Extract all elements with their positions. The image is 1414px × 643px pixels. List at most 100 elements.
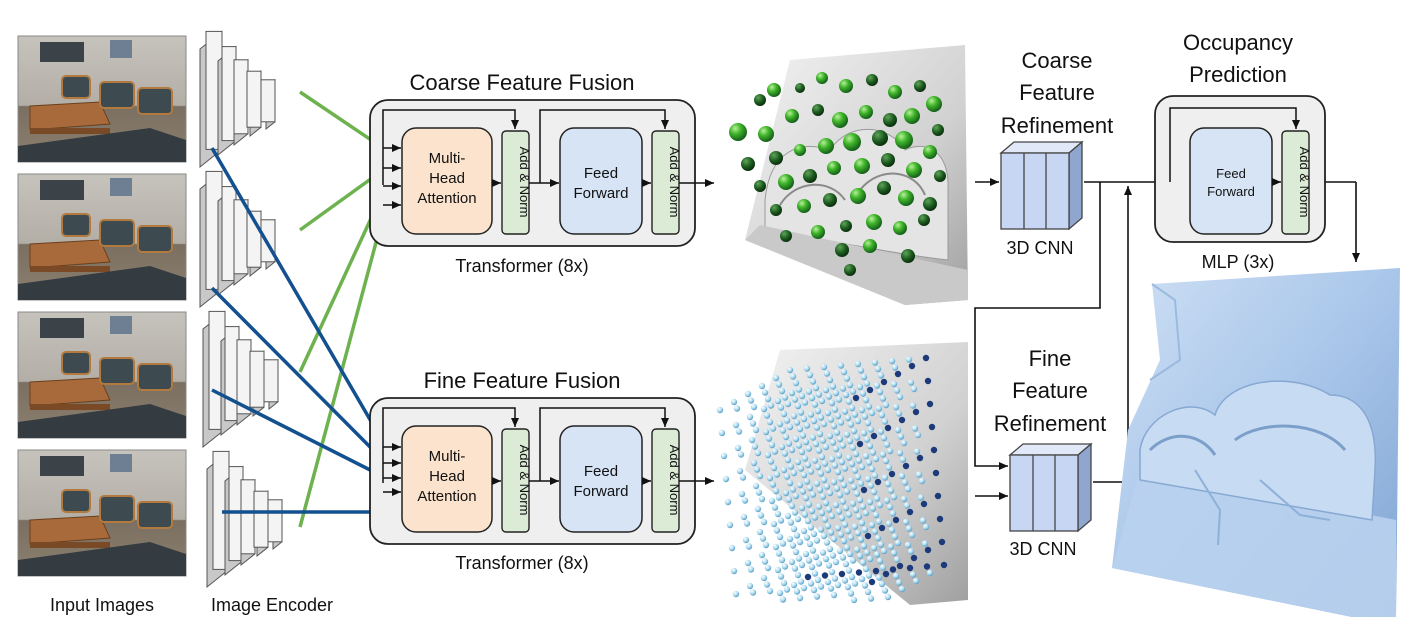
- fine-voxel-point: [787, 519, 795, 526]
- fine-voxel-point: [831, 406, 839, 413]
- coarse-voxel-point: [883, 113, 897, 127]
- fine-voxel-point: [886, 503, 894, 511]
- fine-voxel-point: [785, 496, 793, 503]
- fine-voxel-point: [798, 392, 806, 400]
- coarse-voxel-point: [816, 72, 828, 84]
- fine-voxel-point: [835, 396, 843, 403]
- fine-voxel-point: [809, 547, 817, 554]
- fine-voxel-point: [792, 492, 800, 500]
- fine-voxel-point: [824, 466, 832, 474]
- fine-voxel-point: [786, 535, 794, 543]
- fine-voxel-point: [873, 382, 881, 389]
- image-encoder-icon: [199, 170, 276, 309]
- fine-voxel-point: [857, 367, 865, 374]
- fine-voxel-point: [847, 477, 855, 484]
- fine-voxel-point: [762, 428, 770, 436]
- fine-voxel-point: [835, 452, 843, 459]
- fine-voxel-point: [872, 567, 880, 575]
- fine-voxel-point: [813, 424, 821, 431]
- fine-voxel-point: [764, 564, 772, 572]
- coarse-transformer-label: Transformer (8x): [455, 256, 588, 276]
- fine-voxel-point: [812, 384, 820, 392]
- fine-voxel-point: [863, 380, 871, 387]
- fine-voxel-point: [880, 547, 888, 555]
- fine-voxel-point: [821, 516, 829, 523]
- fine-voxel-point: [880, 434, 888, 442]
- fine-voxel-point: [720, 452, 728, 460]
- fine-voxel-point: [840, 537, 848, 545]
- fine-voxel-point: [750, 403, 758, 411]
- fine-voxel-point: [815, 447, 823, 454]
- fine-voxel-point: [875, 518, 883, 525]
- reconstructed-mesh: [1112, 268, 1400, 617]
- coarse-voxel-point: [866, 214, 882, 230]
- fine-voxel-point: [772, 543, 780, 551]
- coarse-voxel-point: [794, 144, 806, 156]
- image-encoder-icon: [199, 30, 276, 169]
- fine-voxel-point: [884, 593, 892, 601]
- fine-voxel-point: [892, 572, 900, 580]
- fine-voxel-point: [817, 470, 825, 477]
- fine-voxel-point: [912, 408, 920, 416]
- fine-voxel-point: [870, 544, 878, 552]
- mha-label: Multi-: [429, 448, 466, 465]
- fine-voxel-point: [807, 411, 815, 418]
- fine-voxel-point: [839, 554, 847, 561]
- fine-voxel-point: [816, 486, 824, 494]
- fine-voxel-point: [796, 538, 804, 546]
- fine-voxel-point: [792, 435, 800, 443]
- fine-voxel-point: [780, 466, 788, 474]
- coarse-voxel-point: [926, 96, 942, 112]
- fine-voxel-point: [890, 380, 898, 388]
- fine-voxel-point: [835, 508, 843, 515]
- fine-voxel-point: [880, 378, 888, 386]
- fine-voxel-point: [922, 354, 930, 362]
- fine-voxel-point: [884, 424, 892, 432]
- fine-voxel-point: [865, 459, 873, 466]
- fine-voxel-point: [836, 435, 844, 443]
- fine-voxel-point: [896, 562, 904, 570]
- fine-voxel-point: [822, 443, 830, 451]
- fine-voxel-point: [824, 522, 832, 530]
- fine-voxel-point: [761, 389, 769, 396]
- fine-voxel-point: [839, 498, 847, 505]
- mlp-label: MLP (3x): [1202, 252, 1275, 272]
- fine-voxel-point: [806, 484, 814, 492]
- mha-label: Attention: [417, 190, 476, 207]
- fine-voxel-point: [798, 448, 806, 456]
- fine-voxel-point: [848, 404, 856, 412]
- fine-voxel-point: [877, 372, 885, 379]
- fine-voxel-point: [823, 483, 831, 490]
- fine-voxel-point: [831, 462, 839, 469]
- fine-voxel-point: [913, 448, 921, 455]
- fine-voxel-point: [887, 487, 895, 494]
- fine-voxel-point: [751, 443, 759, 450]
- fine-voxel-point: [800, 584, 808, 592]
- fine-voxel-point: [940, 561, 948, 569]
- fine-voxel-point: [857, 480, 865, 487]
- fine-voxel-point: [824, 578, 832, 586]
- fine-voxel-point: [819, 437, 827, 444]
- fine-voxel-point: [891, 364, 899, 371]
- fine-voxel-point: [841, 577, 849, 584]
- fine-voxel-point: [776, 420, 784, 428]
- fine-voxel-point: [755, 489, 763, 496]
- fine-voxel-point: [872, 511, 880, 519]
- fine-voxel-point: [850, 483, 858, 491]
- fine-voxel-point: [815, 391, 823, 398]
- mha-label: Attention: [417, 488, 476, 505]
- coarse-voxel-point: [823, 193, 837, 207]
- fine-voxel-point: [834, 524, 842, 532]
- fine-voxel-point: [895, 410, 903, 417]
- fine-voxel-point: [900, 439, 908, 447]
- fine-voxel-point: [784, 512, 792, 520]
- add-norm-box: [1281, 130, 1310, 235]
- fine-voxel-point: [868, 465, 876, 473]
- fine-voxel-point: [789, 486, 797, 493]
- coarse-voxel-point: [835, 243, 849, 257]
- fine-voxel-point: [867, 482, 875, 489]
- fine-voxel-point: [846, 381, 854, 389]
- fine-voxel-point: [901, 479, 909, 486]
- fine-voxel-point: [760, 574, 768, 582]
- fine-voxel-point: [811, 514, 819, 521]
